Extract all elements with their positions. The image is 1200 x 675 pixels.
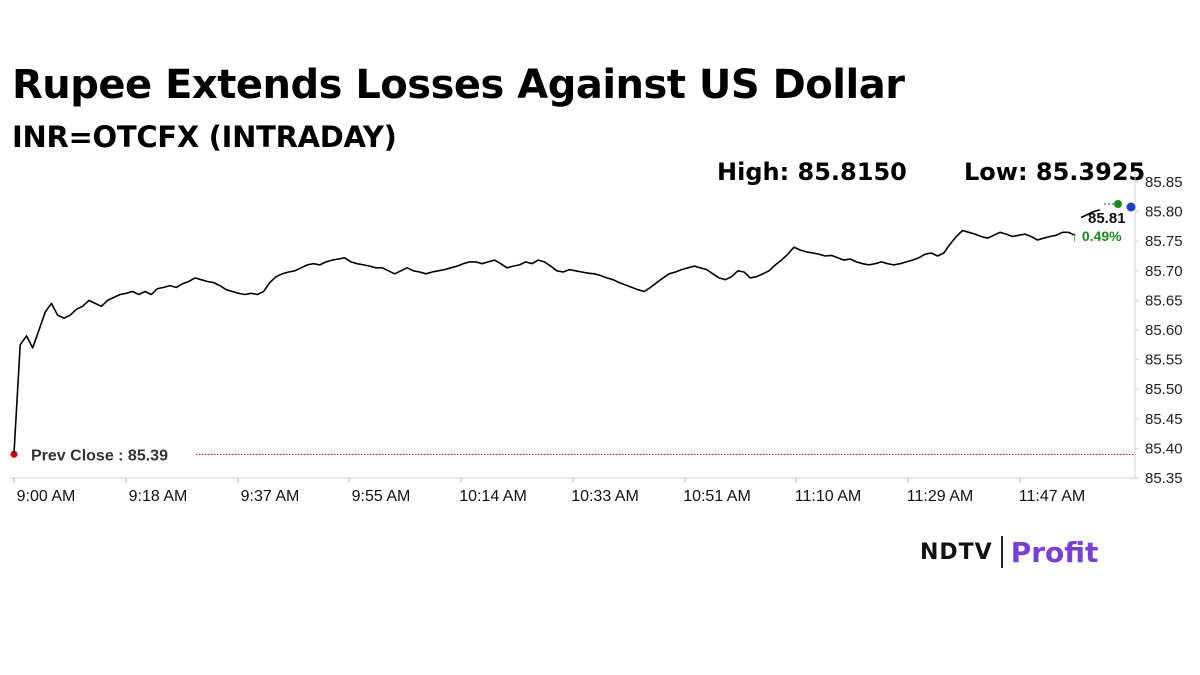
low-value: Low: 85.3925: [964, 158, 1146, 186]
ndtv-profit-logo: NDTV Profit: [920, 532, 1098, 572]
y-tick-label: 85.60: [1145, 322, 1183, 339]
brand-ndtv: NDTV: [920, 539, 993, 565]
high-marker: [1114, 200, 1122, 208]
chart-title: Rupee Extends Losses Against US Dollar: [12, 62, 905, 108]
y-tick-label: 85.40: [1145, 440, 1183, 457]
x-tick-label: 11:47 AM: [1019, 488, 1085, 505]
intraday-line-chart: 85.85 85.80 85.75 85.70 85.65 85.60 85.55 85.50…: [10, 172, 1183, 505]
x-tick-label: 11:10 AM: [795, 488, 861, 505]
y-tick-label: 85.80: [1145, 204, 1183, 221]
y-tick-label: 85.45: [1145, 411, 1183, 428]
y-tick-label: 85.35: [1145, 470, 1183, 487]
brand-divider: [1000, 536, 1003, 568]
x-tick-label: 10:14 AM: [459, 488, 527, 505]
x-tick-label: 9:55 AM: [352, 488, 411, 505]
y-axis-ticks: 85.85 85.80 85.75 85.70 85.65 85.60 85.55 85.50…: [1135, 174, 1183, 487]
x-tick-label: 11:29 AM: [907, 488, 973, 505]
prev-close-dot: [10, 450, 18, 458]
change-percent-label: ↑ 0.49%: [1071, 228, 1122, 244]
prev-close-group: Prev Close : 85.39: [10, 447, 1135, 464]
y-tick-label: 85.85: [1145, 174, 1183, 191]
y-tick-label: 85.55: [1145, 352, 1183, 369]
x-tick-label: 10:33 AM: [571, 488, 639, 505]
last-value-label: 85.81: [1088, 210, 1126, 227]
y-tick-label: 85.70: [1145, 263, 1183, 280]
price-line-2: [1080, 209, 1101, 219]
last-value-group: 85.81↑ 0.49%: [1071, 200, 1136, 244]
plot-frame: [10, 172, 1136, 479]
y-tick-label: 85.75: [1145, 233, 1183, 250]
x-tick-label: 9:37 AM: [241, 488, 300, 505]
brand-profit: Profit: [1010, 535, 1099, 569]
current-marker: [1126, 202, 1136, 212]
x-tick-label: 9:00 AM: [17, 488, 76, 505]
series-group: [13, 209, 1101, 454]
price-line-1: [13, 229, 1076, 454]
prev-close-label: Prev Close : 85.39: [31, 447, 168, 464]
chart-subtitle: INR=OTCFX (INTRADAY): [12, 120, 397, 154]
high-value: High: 85.8150: [717, 158, 907, 186]
y-tick-label: 85.65: [1145, 292, 1183, 309]
x-axis-ticks: 9:00 AM 9:18 AM 9:37 AM 9:55 AM 10:14 AM 10:3…: [13, 478, 1085, 505]
y-tick-label: 85.50: [1145, 381, 1183, 398]
x-tick-label: 9:18 AM: [129, 488, 188, 505]
x-tick-label: 10:51 AM: [683, 488, 751, 505]
